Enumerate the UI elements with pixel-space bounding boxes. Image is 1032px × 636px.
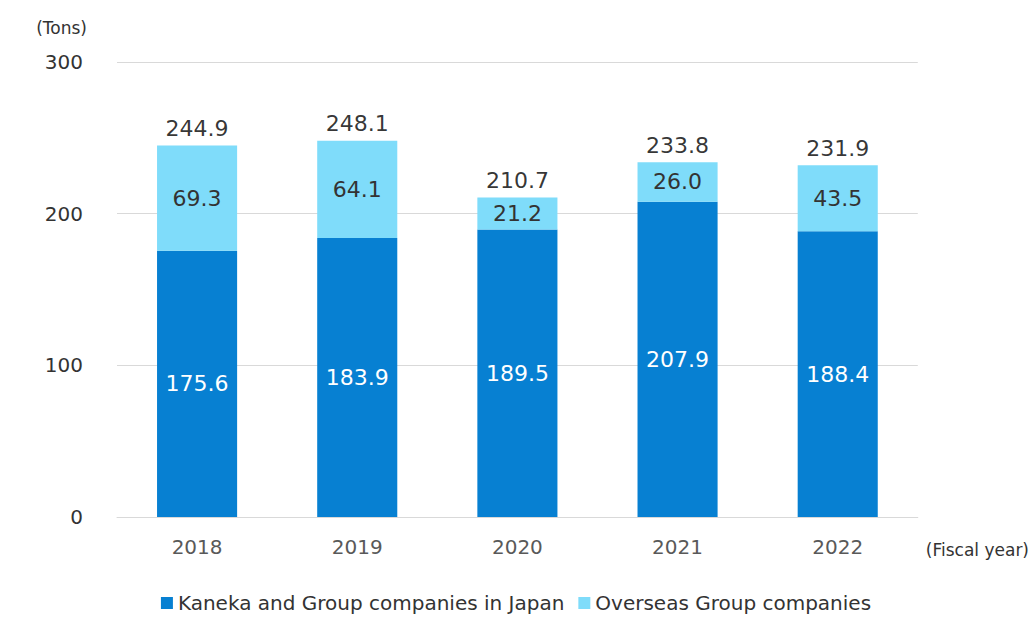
svg-text:2020: 2020 [492, 535, 543, 559]
svg-text:69.3: 69.3 [173, 186, 222, 211]
svg-text:244.9: 244.9 [166, 116, 229, 141]
svg-text:231.9: 231.9 [806, 136, 869, 161]
svg-text:21.2: 21.2 [493, 201, 542, 226]
svg-text:200: 200 [45, 202, 83, 226]
svg-text:100: 100 [45, 353, 83, 377]
svg-text:175.6: 175.6 [166, 371, 229, 396]
svg-text:26.0: 26.0 [653, 169, 702, 194]
svg-text:189.5: 189.5 [486, 361, 549, 386]
svg-text:2018: 2018 [172, 535, 223, 559]
svg-text:210.7: 210.7 [486, 168, 549, 193]
svg-text:Kaneka and Group companies in: Kaneka and Group companies in Japan [178, 591, 564, 615]
svg-text:300: 300 [45, 50, 83, 74]
svg-text:233.8: 233.8 [646, 133, 709, 158]
svg-text:183.9: 183.9 [326, 365, 389, 390]
svg-text:2022: 2022 [812, 535, 863, 559]
svg-text:0: 0 [70, 505, 83, 529]
svg-text:207.9: 207.9 [646, 347, 709, 372]
svg-text:2021: 2021 [652, 535, 703, 559]
svg-text:Overseas Group companies: Overseas Group companies [595, 591, 871, 615]
svg-text:248.1: 248.1 [326, 111, 389, 136]
svg-text:(Tons): (Tons) [36, 18, 87, 38]
svg-text:(Fiscal year): (Fiscal year) [926, 540, 1029, 560]
svg-text:2019: 2019 [332, 535, 383, 559]
svg-text:43.5: 43.5 [813, 186, 862, 211]
svg-text:188.4: 188.4 [806, 362, 869, 387]
svg-text:64.1: 64.1 [333, 177, 382, 202]
